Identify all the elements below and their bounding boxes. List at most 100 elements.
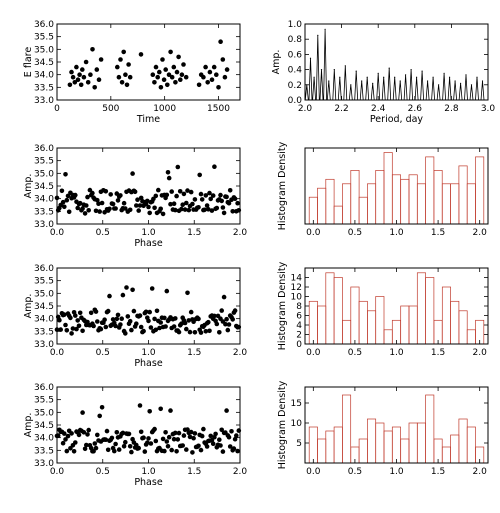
data-point xyxy=(81,430,87,435)
y-tick-label: 35.0 xyxy=(34,169,54,179)
x-tick-label: 2.0 xyxy=(233,348,248,358)
data-point xyxy=(80,67,85,72)
panel-1: 2.0 2.2 2.4 2.6 2.8 3.0 0.0 0.2 0.4 0.6 0.8 1.0 Peri… xyxy=(271,20,495,125)
data-point xyxy=(168,49,173,55)
data-point xyxy=(188,429,194,435)
histogram-bar xyxy=(350,286,360,345)
peak-mark xyxy=(476,76,478,78)
histogram-bar xyxy=(425,156,435,225)
data-point xyxy=(137,203,143,208)
data-point xyxy=(64,448,70,454)
data-point xyxy=(207,328,212,334)
data-point xyxy=(226,322,232,327)
data-point xyxy=(107,206,112,212)
data-point xyxy=(207,190,212,196)
x-tick-label: 1.0 xyxy=(389,467,404,477)
y-tick-label: 8 xyxy=(296,302,302,312)
data-point xyxy=(221,294,227,300)
histogram-bar xyxy=(400,438,410,464)
data-point xyxy=(162,448,167,454)
data-point xyxy=(115,64,120,70)
data-point xyxy=(58,327,63,332)
data-point xyxy=(99,200,105,206)
y-tick-label: 33.0 xyxy=(34,96,54,106)
histogram-bar xyxy=(383,329,393,345)
data-point xyxy=(209,77,215,82)
data-point xyxy=(152,426,157,432)
histogram-bar xyxy=(441,286,451,345)
data-point xyxy=(63,322,68,328)
histogram-bar xyxy=(325,272,335,345)
y-tick-label: 0.6 xyxy=(288,50,303,60)
data-point xyxy=(147,210,152,216)
data-point xyxy=(145,198,150,204)
data-point xyxy=(191,435,196,441)
y-tick-label: 33.5 xyxy=(34,327,54,337)
data-point xyxy=(103,437,109,443)
data-point xyxy=(171,324,177,329)
data-point xyxy=(214,72,219,77)
data-point xyxy=(185,188,190,193)
data-point xyxy=(171,201,177,206)
data-point xyxy=(123,331,128,336)
x-tick-label: 2.0 xyxy=(233,467,248,477)
x-axis-label: Phase xyxy=(134,477,163,488)
data-point xyxy=(136,208,141,213)
data-point xyxy=(176,329,182,335)
data-point xyxy=(134,203,139,208)
data-point xyxy=(88,310,94,316)
data-point xyxy=(173,316,178,321)
peak-mark xyxy=(355,70,357,72)
data-point xyxy=(137,403,143,408)
peak-mark xyxy=(328,80,330,82)
histogram-bar xyxy=(433,170,443,225)
data-point xyxy=(217,437,222,443)
y-tick-label: 1.0 xyxy=(288,20,303,30)
data-point xyxy=(232,308,238,313)
y-axis-label: Histogram Density xyxy=(277,261,288,350)
histogram-bar xyxy=(458,165,468,225)
data-point xyxy=(123,439,128,445)
y-tick-label: 33.5 xyxy=(34,83,54,93)
histogram-bar xyxy=(333,205,343,225)
data-point xyxy=(63,437,68,442)
data-point xyxy=(95,319,100,324)
data-point xyxy=(198,191,204,197)
data-point xyxy=(203,329,209,334)
data-point xyxy=(103,189,109,194)
x-tick-label: 2.0 xyxy=(473,228,488,238)
y-tick-label: 36.0 xyxy=(34,20,54,30)
data-point xyxy=(124,285,129,290)
data-point xyxy=(190,450,195,455)
data-point xyxy=(226,434,232,440)
data-point xyxy=(156,187,161,193)
y-tick-label: 33.0 xyxy=(34,220,54,230)
data-point xyxy=(179,72,185,77)
x-axis-label: Phase xyxy=(134,238,163,249)
x-tick-label: 1.0 xyxy=(389,348,404,358)
x-tick-label: 0.5 xyxy=(348,228,362,238)
data-point xyxy=(110,201,116,207)
data-point xyxy=(83,59,89,65)
data-point xyxy=(153,193,159,199)
data-point xyxy=(127,74,133,80)
data-point xyxy=(130,171,135,176)
x-tick-label: 2.0 xyxy=(473,467,488,477)
data-point xyxy=(192,330,198,335)
data-point xyxy=(97,209,102,214)
y-tick-label: 0 xyxy=(296,340,302,350)
data-point xyxy=(74,64,79,70)
data-point xyxy=(108,192,113,197)
histogram-bar xyxy=(367,183,377,225)
data-point xyxy=(173,80,178,85)
data-point xyxy=(173,207,178,213)
data-point xyxy=(158,320,163,325)
data-point xyxy=(114,316,120,322)
data-point xyxy=(147,409,152,414)
x-tick-label: 0.0 xyxy=(306,467,321,477)
data-point xyxy=(213,431,218,437)
y-tick-label: 34.5 xyxy=(34,421,54,431)
x-tick-label: 2.0 xyxy=(233,228,248,238)
histogram-bar xyxy=(325,178,335,225)
peak-mark xyxy=(317,34,319,37)
